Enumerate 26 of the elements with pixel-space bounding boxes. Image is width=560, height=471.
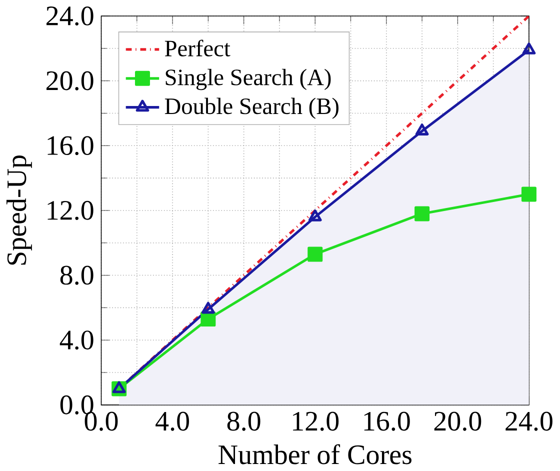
point (415, 124, 429, 136)
y-axis-title: Speed-Up (6, 156, 32, 265)
x-tick-label: 4.0 (156, 412, 189, 431)
y-tick-label: 20.0 (46, 71, 94, 90)
y-tick-label: 16.0 (48, 136, 94, 156)
y-tick-label: 12.0 (48, 201, 94, 220)
x-tick-label: 8.0 (227, 412, 260, 431)
x-tick-label: 20.0 (434, 412, 482, 431)
point (521, 186, 536, 202)
y-tick-label: 24.0 (46, 6, 94, 26)
point (522, 42, 536, 55)
y-tick-label: 8.0 (60, 266, 94, 285)
x-tick-label: 24.0 (506, 412, 552, 431)
point (308, 246, 323, 262)
legend-label: Perfect (164, 40, 230, 57)
point (202, 302, 215, 314)
point (200, 312, 216, 327)
point (308, 210, 322, 222)
x-tick-label: 12.0 (293, 412, 339, 431)
point (414, 206, 430, 222)
legend-label: Double Search (B) (164, 98, 338, 120)
x-axis-title: Number of Cores (218, 444, 412, 464)
legend-label: Single Search (A) (166, 68, 331, 90)
y-tick-label: 4.0 (60, 330, 94, 350)
x-tick-label: 16.0 (364, 412, 410, 431)
point (112, 381, 126, 394)
